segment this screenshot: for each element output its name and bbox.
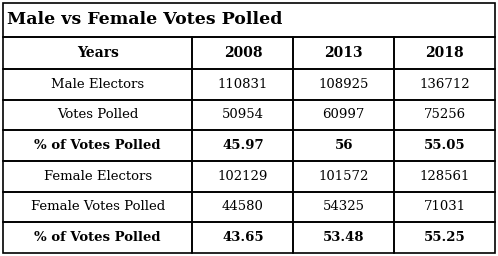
Text: 108925: 108925 (319, 78, 369, 91)
Text: 60997: 60997 (323, 109, 365, 122)
Bar (293, 37, 394, 69)
Text: 75256: 75256 (423, 109, 466, 122)
Bar (293, 222, 394, 253)
Bar (394, 161, 495, 192)
Bar (394, 69, 495, 100)
Text: 45.97: 45.97 (222, 139, 263, 152)
Bar (293, 69, 394, 100)
Text: 136712: 136712 (419, 78, 470, 91)
Bar (3, 37, 192, 69)
Text: 55.25: 55.25 (424, 231, 466, 244)
Text: Female Electors: Female Electors (44, 170, 152, 183)
Bar (3, 161, 192, 192)
Text: Male vs Female Votes Polled: Male vs Female Votes Polled (7, 12, 282, 28)
Text: 44580: 44580 (222, 200, 264, 214)
Text: 2013: 2013 (324, 46, 363, 60)
Bar (3, 222, 192, 253)
Text: % of Votes Polled: % of Votes Polled (34, 139, 161, 152)
Bar (394, 130, 495, 161)
Text: 2018: 2018 (425, 46, 464, 60)
Bar (192, 130, 293, 161)
Text: Female Votes Polled: Female Votes Polled (30, 200, 165, 214)
Bar (293, 100, 394, 130)
Text: 50954: 50954 (222, 109, 264, 122)
Bar (293, 130, 394, 161)
Text: 128561: 128561 (419, 170, 470, 183)
Bar (394, 192, 495, 222)
Text: 2008: 2008 (224, 46, 262, 60)
Bar (192, 37, 293, 69)
Text: % of Votes Polled: % of Votes Polled (34, 231, 161, 244)
Text: 55.05: 55.05 (424, 139, 466, 152)
Bar (192, 161, 293, 192)
Bar (293, 161, 394, 192)
Text: Votes Polled: Votes Polled (57, 109, 138, 122)
Bar (192, 100, 293, 130)
Bar (293, 192, 394, 222)
Text: 71031: 71031 (423, 200, 466, 214)
Bar (3, 69, 192, 100)
Text: 101572: 101572 (319, 170, 369, 183)
Bar (394, 100, 495, 130)
Bar (192, 192, 293, 222)
Bar (394, 222, 495, 253)
Text: Years: Years (77, 46, 119, 60)
Bar (192, 222, 293, 253)
Bar (3, 100, 192, 130)
Text: 110831: 110831 (218, 78, 268, 91)
Text: 102129: 102129 (218, 170, 268, 183)
Bar (3, 3, 495, 37)
Text: 53.48: 53.48 (323, 231, 365, 244)
Text: Male Electors: Male Electors (51, 78, 144, 91)
Text: 56: 56 (335, 139, 353, 152)
Bar (3, 192, 192, 222)
Bar (394, 37, 495, 69)
Bar (192, 69, 293, 100)
Text: 43.65: 43.65 (222, 231, 263, 244)
Bar (3, 130, 192, 161)
Text: 54325: 54325 (323, 200, 365, 214)
